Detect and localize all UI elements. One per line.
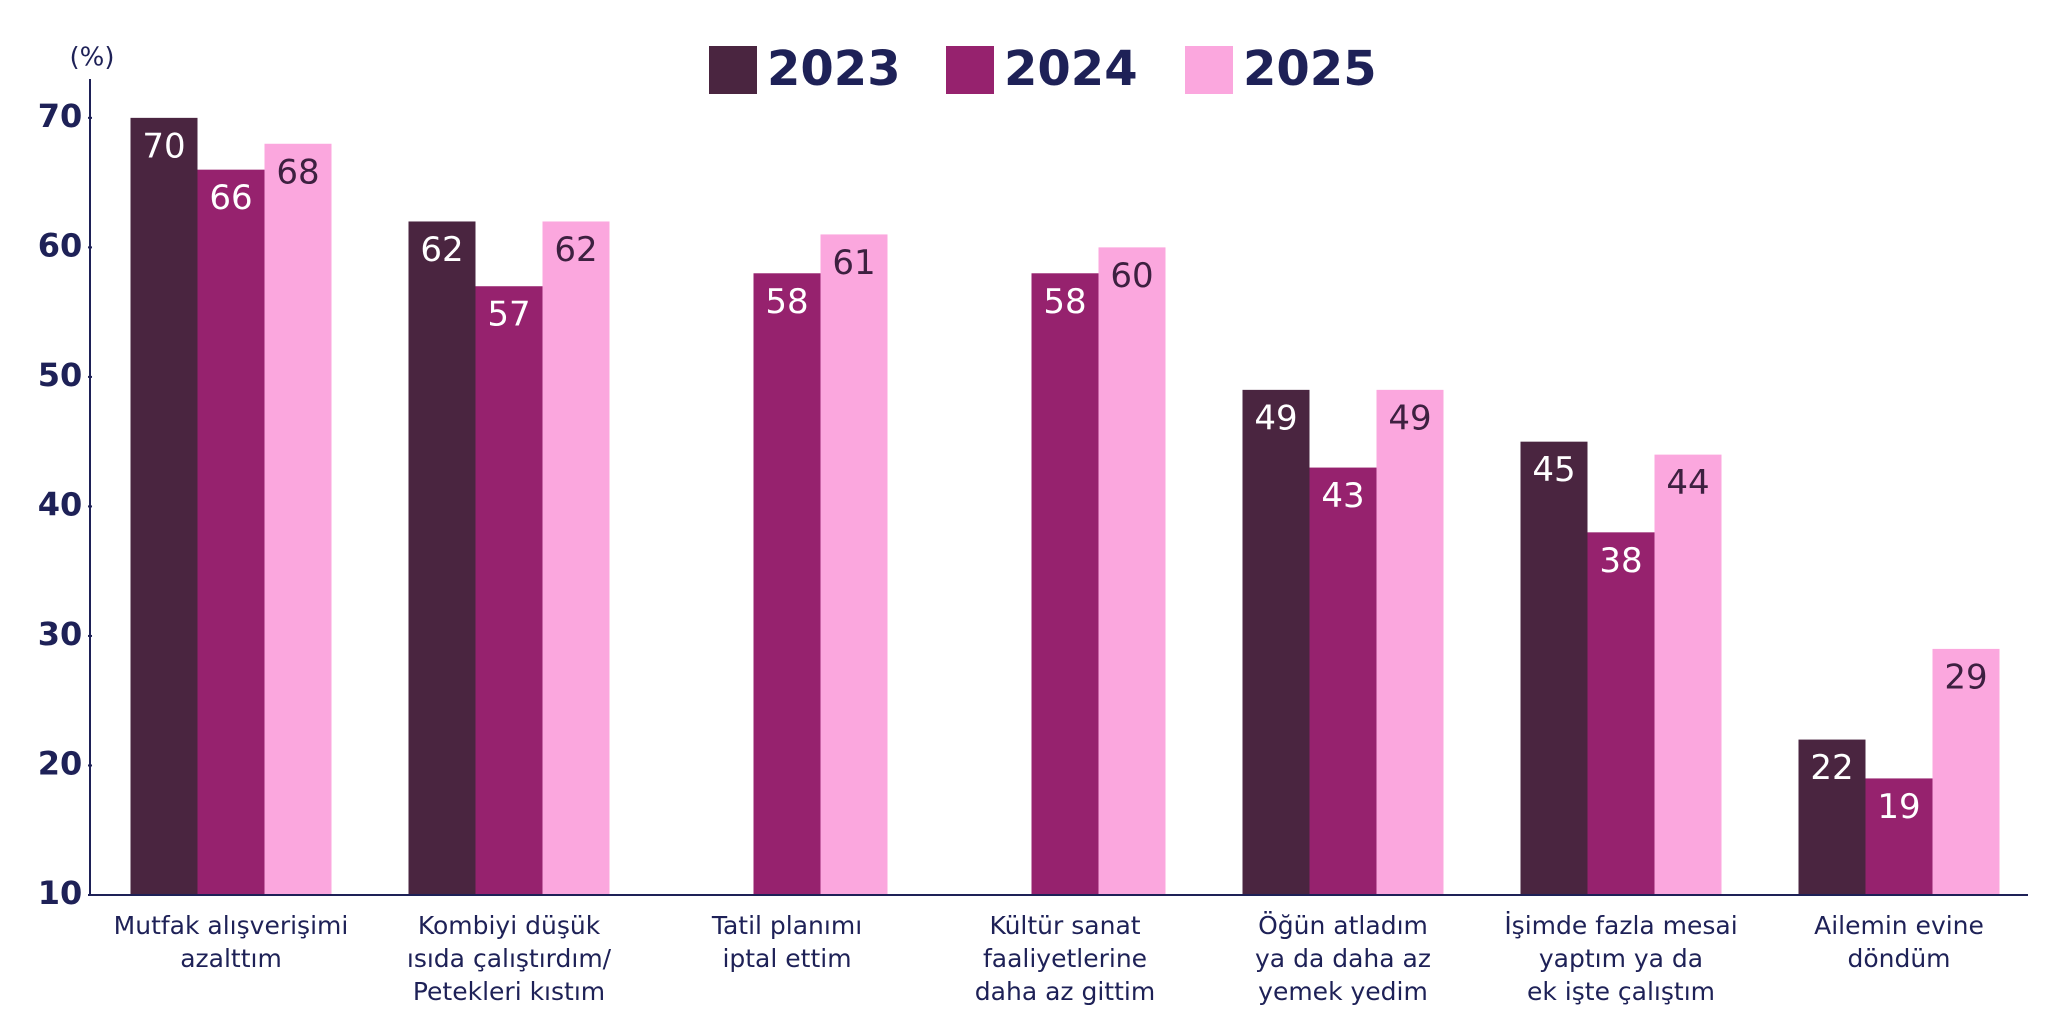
bar xyxy=(1865,778,1933,895)
y-tick-label: 10 xyxy=(38,874,83,912)
bar xyxy=(753,273,821,895)
data-label: 29 xyxy=(1944,657,1987,697)
y-tick-label: 70 xyxy=(38,97,83,135)
y-axis-label: (%) xyxy=(70,43,115,73)
bar xyxy=(1654,454,1722,895)
data-label: 57 xyxy=(487,295,530,335)
bar xyxy=(197,169,265,895)
bar xyxy=(1520,441,1588,895)
data-label: 49 xyxy=(1254,398,1297,438)
data-label: 38 xyxy=(1599,541,1642,581)
bar xyxy=(475,286,543,895)
x-tick-label: Öğün atladım ya da daha az yemek yedim xyxy=(1255,911,1431,1006)
x-tick-label: İşimde fazla mesai yaptım ya da ek işte … xyxy=(1504,911,1738,1006)
data-label: 68 xyxy=(276,152,319,192)
data-label: 45 xyxy=(1532,450,1575,490)
data-label: 58 xyxy=(765,282,808,322)
y-tick-label: 50 xyxy=(38,356,83,394)
bar xyxy=(1309,467,1377,895)
bar xyxy=(542,221,610,895)
x-tick-label: Kültür sanat faaliyetlerine daha az gitt… xyxy=(974,911,1156,1006)
y-tick-label: 30 xyxy=(38,615,83,653)
legend-label: 2023 xyxy=(767,41,901,97)
legend-swatch xyxy=(946,46,994,94)
bar xyxy=(1098,247,1166,895)
bar xyxy=(1031,273,1099,895)
data-label: 70 xyxy=(142,126,185,166)
data-label: 43 xyxy=(1321,476,1364,516)
x-tick-label: Mutfak alışverişimi azalttım xyxy=(113,911,349,973)
bar xyxy=(130,117,198,896)
data-label: 62 xyxy=(554,230,597,270)
data-label: 49 xyxy=(1388,398,1431,438)
legend-swatch xyxy=(1185,46,1233,94)
legend-swatch xyxy=(709,46,757,94)
x-tick-label: Ailemin evine döndüm xyxy=(1814,911,1984,973)
legend-label: 2025 xyxy=(1243,41,1377,97)
data-label: 58 xyxy=(1043,282,1086,322)
y-tick-label: 20 xyxy=(38,744,83,782)
x-tick-label: Tatil planımı iptal ettim xyxy=(711,911,863,973)
bar xyxy=(1376,389,1444,895)
bar xyxy=(1587,532,1655,895)
data-label: 66 xyxy=(209,178,252,218)
data-label: 22 xyxy=(1810,748,1853,788)
bar xyxy=(1798,739,1866,895)
data-label: 62 xyxy=(420,230,463,270)
bar xyxy=(408,221,476,895)
legend-label: 2024 xyxy=(1004,41,1138,97)
data-label: 19 xyxy=(1877,787,1920,827)
bar xyxy=(1932,648,2000,895)
y-tick-label: 40 xyxy=(38,485,83,523)
y-tick-label: 60 xyxy=(38,226,83,264)
x-tick-label: Kombiyi düşük ısıda çalıştırdım/ Petekle… xyxy=(406,911,612,1006)
data-label: 61 xyxy=(832,243,875,283)
bar xyxy=(820,234,888,895)
bar xyxy=(1242,389,1310,895)
data-label: 44 xyxy=(1666,463,1709,503)
bar xyxy=(264,143,332,895)
data-label: 60 xyxy=(1110,256,1153,296)
